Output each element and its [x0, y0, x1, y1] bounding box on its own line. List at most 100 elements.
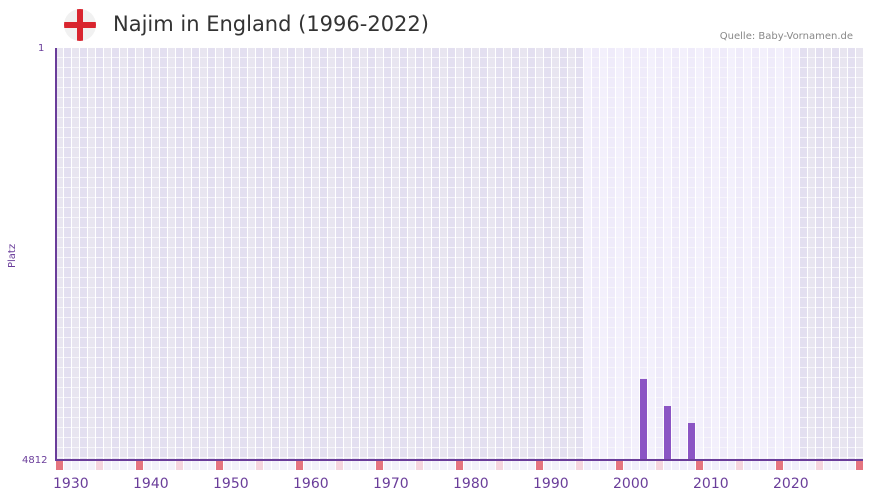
grid-column [448, 48, 455, 460]
year-marker [544, 461, 551, 470]
grid-column [112, 48, 119, 460]
year-marker [464, 461, 471, 470]
grid-column [544, 48, 551, 460]
year-marker [816, 461, 823, 470]
year-marker [336, 461, 343, 470]
year-marker [848, 461, 855, 470]
grid-column [96, 48, 103, 460]
grid-column [144, 48, 151, 460]
year-marker [744, 461, 751, 470]
year-marker [328, 461, 335, 470]
year-marker [592, 461, 599, 470]
year-marker [672, 461, 679, 470]
year-marker [488, 461, 495, 470]
grid-column [808, 48, 815, 460]
year-marker [352, 461, 359, 470]
year-marker [808, 461, 815, 470]
grid-column [632, 48, 639, 460]
year-marker [696, 461, 703, 470]
grid-column [208, 48, 215, 460]
plot-area [56, 48, 863, 460]
year-marker [120, 461, 127, 470]
year-marker [624, 461, 631, 470]
grid-column [416, 48, 423, 460]
grid-column [712, 48, 719, 460]
grid-column [72, 48, 79, 460]
grid-column [408, 48, 415, 460]
grid-column [192, 48, 199, 460]
rank-bar[interactable] [688, 423, 695, 460]
grid-column [160, 48, 167, 460]
year-marker [584, 461, 591, 470]
grid-column [664, 48, 671, 460]
grid-column [424, 48, 431, 460]
year-marker [568, 461, 575, 470]
grid-column [584, 48, 591, 460]
grid-column [608, 48, 615, 460]
grid-column [624, 48, 631, 460]
year-marker [720, 461, 727, 470]
year-marker [520, 461, 527, 470]
grid-column [264, 48, 271, 460]
year-marker [104, 461, 111, 470]
grid-column [56, 48, 63, 460]
grid-column [592, 48, 599, 460]
grid-column [552, 48, 559, 460]
grid-column [784, 48, 791, 460]
grid-column [376, 48, 383, 460]
y-axis-line [55, 48, 57, 461]
grid-column [200, 48, 207, 460]
grid-column [296, 48, 303, 460]
year-marker [688, 461, 695, 470]
grid-column [656, 48, 663, 460]
grid-column [560, 48, 567, 460]
grid-column [168, 48, 175, 460]
year-marker [576, 461, 583, 470]
grid-column [128, 48, 135, 460]
year-marker [208, 461, 215, 470]
grid-column [400, 48, 407, 460]
chart-title: Najim in England (1996-2022) [113, 12, 429, 36]
grid-column [680, 48, 687, 460]
year-marker [784, 461, 791, 470]
year-marker [368, 461, 375, 470]
grid-column [568, 48, 575, 460]
x-tick-label: 1970 [373, 476, 409, 492]
year-marker [512, 461, 519, 470]
year-marker [136, 461, 143, 470]
year-marker [112, 461, 119, 470]
year-marker [800, 461, 807, 470]
year-marker [296, 461, 303, 470]
year-marker [304, 461, 311, 470]
x-tick-label: 1980 [453, 476, 489, 492]
x-tick-label: 1930 [53, 476, 89, 492]
grid-column [432, 48, 439, 460]
grid-column [672, 48, 679, 460]
grid-column [688, 48, 695, 460]
year-marker [832, 461, 839, 470]
grid-column [816, 48, 823, 460]
year-marker [312, 461, 319, 470]
rank-bar[interactable] [664, 406, 671, 460]
year-marker [640, 461, 647, 470]
year-marker [144, 461, 151, 470]
year-marker [184, 461, 191, 470]
grid-column [184, 48, 191, 460]
grid-column [720, 48, 727, 460]
grid-column [288, 48, 295, 460]
year-marker [440, 461, 447, 470]
y-tick-bottom: 4812 [22, 455, 48, 466]
year-marker [792, 461, 799, 470]
year-marker [448, 461, 455, 470]
rank-bar[interactable] [640, 379, 647, 460]
grid-column [648, 48, 655, 460]
year-marker [200, 461, 207, 470]
grid-column [256, 48, 263, 460]
grid-column [704, 48, 711, 460]
year-marker [656, 461, 663, 470]
grid-column [736, 48, 743, 460]
year-marker [528, 461, 535, 470]
year-marker [248, 461, 255, 470]
year-marker [232, 461, 239, 470]
x-axis-line [55, 459, 863, 461]
